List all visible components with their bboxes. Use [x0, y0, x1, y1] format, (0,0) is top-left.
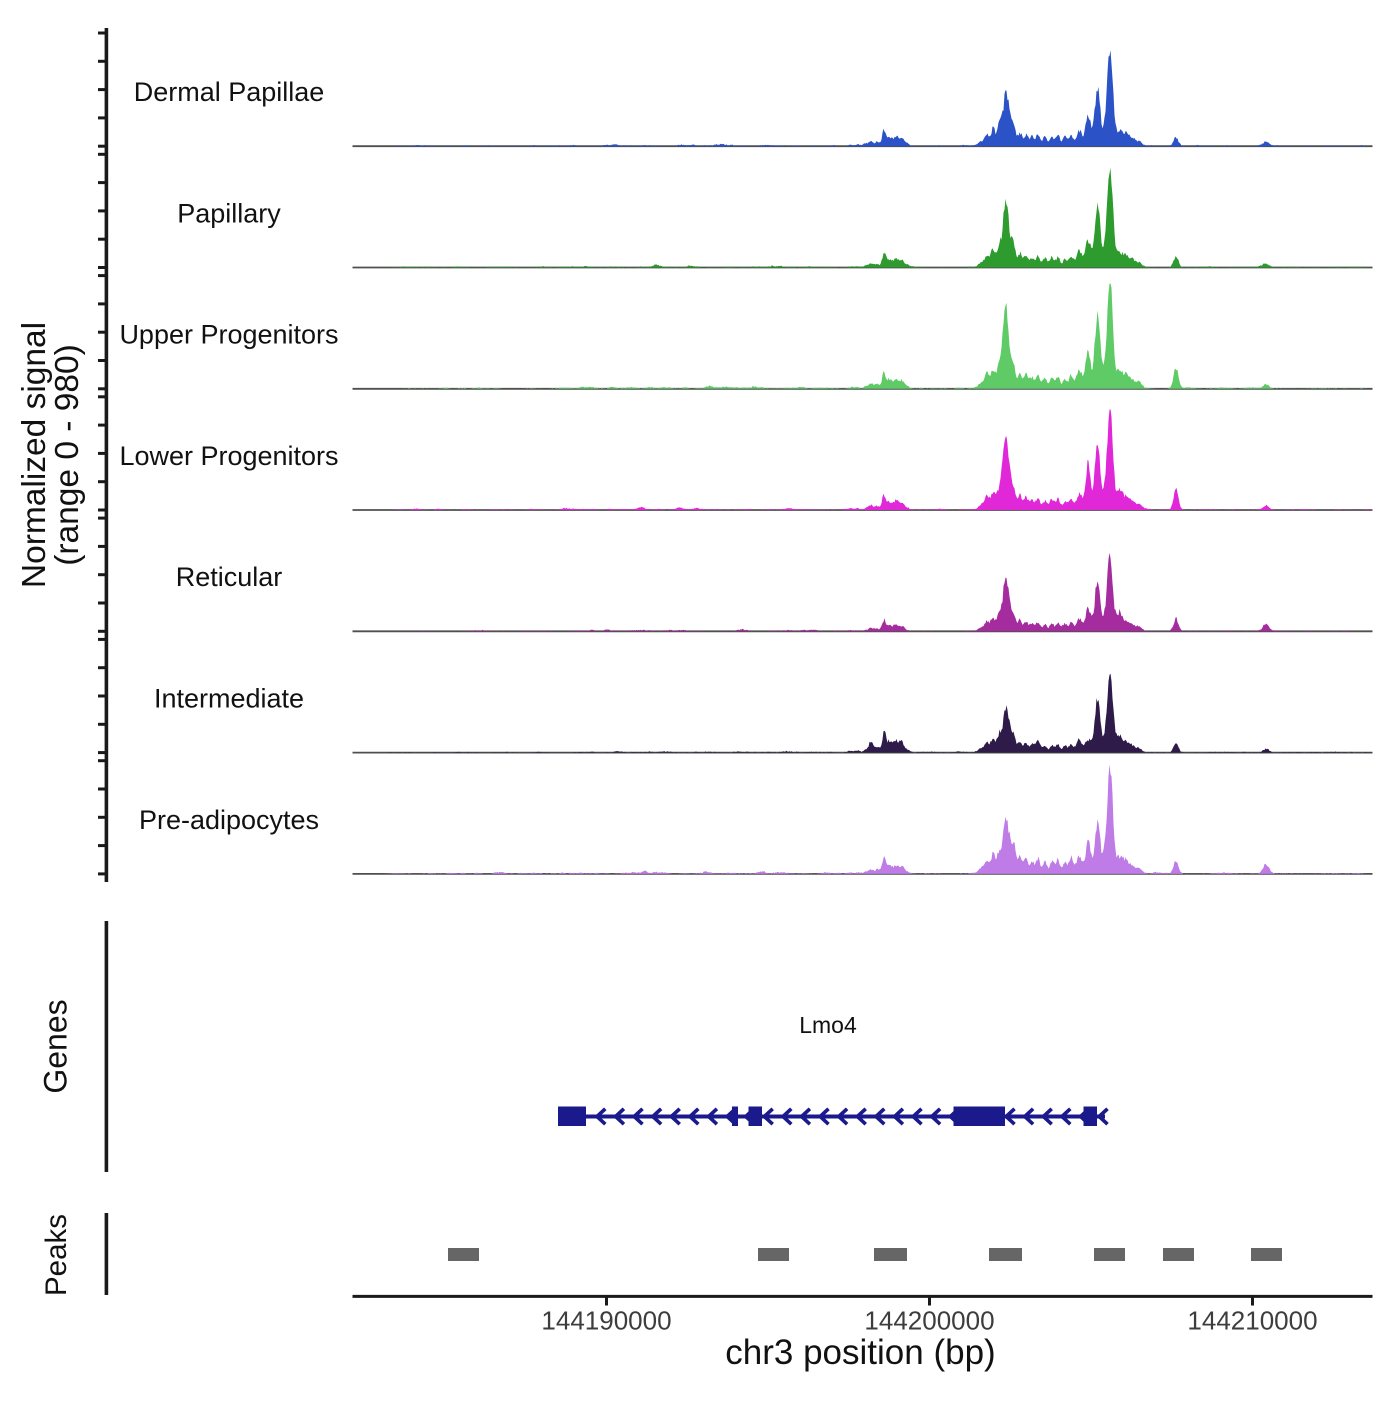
svg-text:Genes: Genes	[37, 999, 73, 1093]
svg-text:(range 0 - 980): (range 0 - 980)	[49, 344, 86, 566]
svg-text:144210000: 144210000	[1187, 1306, 1317, 1336]
svg-text:Peaks: Peaks	[40, 1214, 73, 1296]
svg-text:144190000: 144190000	[541, 1306, 671, 1336]
svg-text:144200000: 144200000	[864, 1306, 994, 1336]
svg-text:Dermal Papillae: Dermal Papillae	[134, 77, 325, 107]
svg-text:Lower Progenitors: Lower Progenitors	[119, 441, 338, 471]
svg-text:Lmo4: Lmo4	[799, 1012, 857, 1038]
svg-text:Intermediate: Intermediate	[154, 684, 304, 714]
svg-text:chr3 position (bp): chr3 position (bp)	[725, 1333, 995, 1372]
svg-text:Normalized signal: Normalized signal	[16, 322, 53, 588]
svg-text:Reticular: Reticular	[176, 562, 283, 592]
svg-text:Pre-adipocytes: Pre-adipocytes	[139, 805, 319, 835]
svg-text:Upper Progenitors: Upper Progenitors	[119, 320, 338, 350]
svg-text:Papillary: Papillary	[177, 198, 281, 228]
